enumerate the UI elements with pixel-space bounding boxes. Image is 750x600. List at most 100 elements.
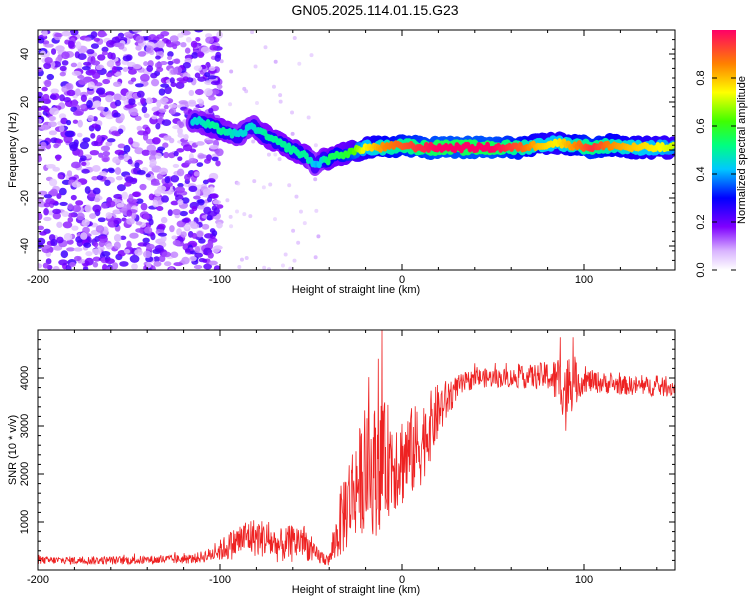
noise-speckle (143, 226, 153, 234)
noise-speckle (97, 54, 106, 61)
noise-speckle (253, 64, 258, 69)
noise-speckle (126, 240, 132, 249)
noise-speckle (140, 202, 148, 211)
ridge-cell (286, 142, 292, 150)
noise-speckle (194, 30, 204, 33)
noise-speckle (56, 236, 64, 244)
noise-speckle (131, 191, 141, 198)
noise-speckle (152, 199, 159, 208)
noise-speckle (153, 47, 164, 52)
y-tick-label: 3000 (19, 414, 31, 438)
noise-speckle (69, 261, 76, 268)
noise-speckle (41, 244, 51, 249)
noise-speckle (48, 178, 58, 187)
noise-speckle (239, 257, 244, 262)
noise-speckle (292, 36, 297, 41)
noise-speckle (273, 59, 278, 64)
noise-speckle (261, 185, 266, 190)
noise-speckle (184, 47, 191, 54)
noise-speckle (105, 200, 116, 208)
noise-speckle (211, 205, 218, 211)
noise-speckle (207, 210, 218, 217)
noise-speckle (105, 212, 113, 219)
noise-speckle (63, 96, 71, 103)
noise-speckle (113, 217, 122, 225)
figure-title: GN05.2025.114.01.15.G23 (291, 2, 458, 18)
noise-speckle (290, 110, 295, 115)
noise-speckle (94, 197, 101, 203)
noise-speckle (50, 48, 57, 55)
noise-speckle (173, 58, 181, 65)
noise-speckle (196, 230, 204, 238)
noise-speckle (67, 217, 74, 223)
noise-speckle (182, 144, 193, 152)
snr-series-line (38, 330, 675, 566)
noise-speckle (150, 78, 160, 87)
noise-speckle (176, 168, 185, 177)
noise-speckle (175, 81, 185, 89)
noise-speckle (156, 40, 165, 49)
noise-speckle (212, 246, 221, 253)
noise-speckle (175, 186, 186, 194)
noise-speckle (132, 63, 142, 70)
noise-speckle (81, 168, 90, 174)
noise-speckle (204, 233, 214, 239)
noise-speckle (114, 167, 122, 175)
noise-speckle (95, 89, 105, 94)
snr-panel: -200 -100 0 100 1000 2000 3000 4000 Height of s… (7, 329, 676, 596)
noise-speckle (254, 101, 259, 106)
colorbar-tick-label: 0.8 (695, 70, 707, 85)
noise-speckle (63, 233, 73, 241)
noise-speckle (66, 247, 75, 252)
noise-speckle (135, 45, 142, 51)
noise-speckle (123, 153, 130, 162)
noise-speckle (57, 174, 64, 180)
noise-speckle (145, 45, 154, 54)
noise-speckle (66, 119, 72, 126)
noise-speckle (41, 86, 48, 92)
noise-speckle (77, 62, 83, 70)
noise-speckle (113, 241, 121, 250)
noise-speckle (145, 243, 155, 250)
noise-speckle (158, 255, 166, 263)
noise-speckle (197, 154, 208, 159)
noise-speckle (56, 139, 64, 144)
noise-speckle (137, 51, 147, 57)
noise-speckle (75, 200, 84, 206)
colorbar-ticks: 0.0 0.2 0.4 0.6 0.8 (695, 70, 736, 278)
noise-speckle (134, 115, 142, 121)
noise-speckle (287, 183, 292, 188)
noise-speckle (313, 177, 318, 182)
noise-speckle (92, 256, 101, 262)
noise-speckle (68, 141, 79, 149)
noise-speckle (146, 65, 154, 73)
noise-speckle (194, 72, 201, 79)
noise-speckle (313, 255, 318, 260)
noise-speckle (105, 141, 113, 147)
noise-speckle (176, 220, 186, 228)
noise-speckle (272, 217, 277, 222)
noise-speckle (56, 193, 62, 199)
noise-speckle (263, 45, 268, 50)
noise-speckle (101, 250, 111, 257)
noise-speckle (136, 125, 143, 131)
noise-speckle (54, 32, 63, 38)
noise-speckle (158, 108, 167, 113)
noise-speckle (180, 231, 187, 238)
colorbar-label: Normalized spectral amplitude (736, 76, 748, 224)
noise-speckle (98, 240, 105, 247)
noise-speckle (162, 142, 169, 149)
noise-speckle (302, 221, 307, 226)
noise-speckle (52, 166, 60, 172)
x-tick-label: -100 (209, 574, 231, 586)
noise-speckle (209, 228, 216, 234)
noise-speckle (170, 175, 180, 183)
noise-speckle (288, 266, 293, 270)
noise-speckle (98, 152, 104, 158)
noise-speckle (197, 76, 206, 82)
noise-speckle (84, 186, 91, 194)
noise-speckle (168, 104, 178, 109)
noise-speckle (83, 61, 92, 66)
noise-speckle (67, 212, 75, 218)
noise-speckle (70, 194, 77, 201)
